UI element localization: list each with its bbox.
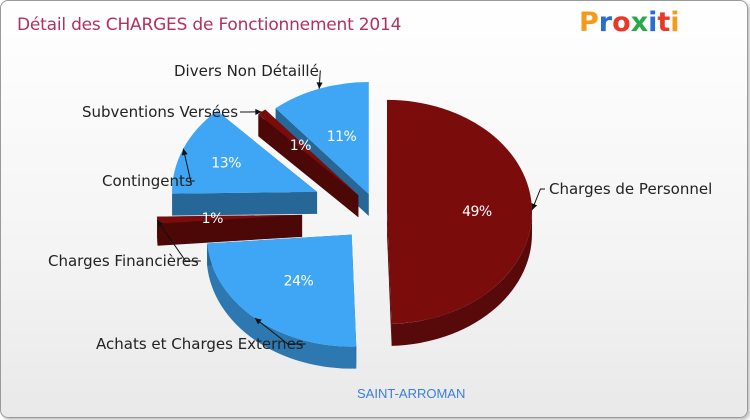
pie-slice [386, 99, 532, 324]
slice-category-label: Subventions Versées [82, 103, 238, 121]
slice-percent-label: 24% [284, 274, 314, 290]
slice-percent-label: 11% [327, 129, 357, 145]
pie-slice [207, 234, 357, 347]
logo-letter: o [612, 7, 631, 38]
slice-category-label: Divers Non Détaillé [174, 62, 319, 80]
leader-line [254, 317, 306, 345]
leader-arrowhead [157, 220, 164, 228]
logo-letter: x [630, 7, 649, 38]
pie-slice [157, 214, 303, 224]
leader-line [156, 219, 201, 262]
logo-letter: t [657, 7, 671, 38]
pie-slice [258, 109, 359, 196]
leader-arrowhead [181, 148, 188, 156]
slice-category-label: Contingents [102, 172, 193, 190]
proxiti-logo: Proxiti [579, 7, 680, 38]
leader-arrowhead [316, 82, 323, 89]
logo-letter: r [598, 7, 613, 38]
slice-category-label: Achats et Charges Externes [96, 335, 304, 353]
chart-title: Détail des CHARGES de Fonctionnement 201… [17, 15, 402, 35]
slice-percent-label: 13% [211, 155, 241, 171]
slice-side-wall [207, 243, 357, 369]
leader-arrowhead [254, 318, 262, 325]
slice-side-wall [391, 211, 532, 346]
slice-radial-wall [386, 211, 392, 346]
slice-percent-label: 1% [202, 211, 223, 227]
leader-line [531, 188, 545, 211]
commune-name: SAINT-ARROMAN [357, 386, 466, 401]
slice-percent-label: 49% [462, 204, 492, 220]
leader-arrowhead [531, 203, 538, 211]
slice-radial-wall [172, 191, 318, 216]
logo-letter: i [670, 7, 680, 38]
slice-percent-label: 1% [290, 138, 311, 154]
pie-slice [275, 81, 369, 194]
pie-slice [172, 110, 318, 194]
leader-arrowhead [255, 108, 262, 115]
slice-category-label: Charges de Personnel [549, 180, 712, 198]
logo-letter: P [579, 7, 599, 38]
slice-category-label: Charges Financières [48, 252, 199, 270]
leader-line [182, 148, 195, 182]
logo-letter: i [648, 7, 658, 38]
